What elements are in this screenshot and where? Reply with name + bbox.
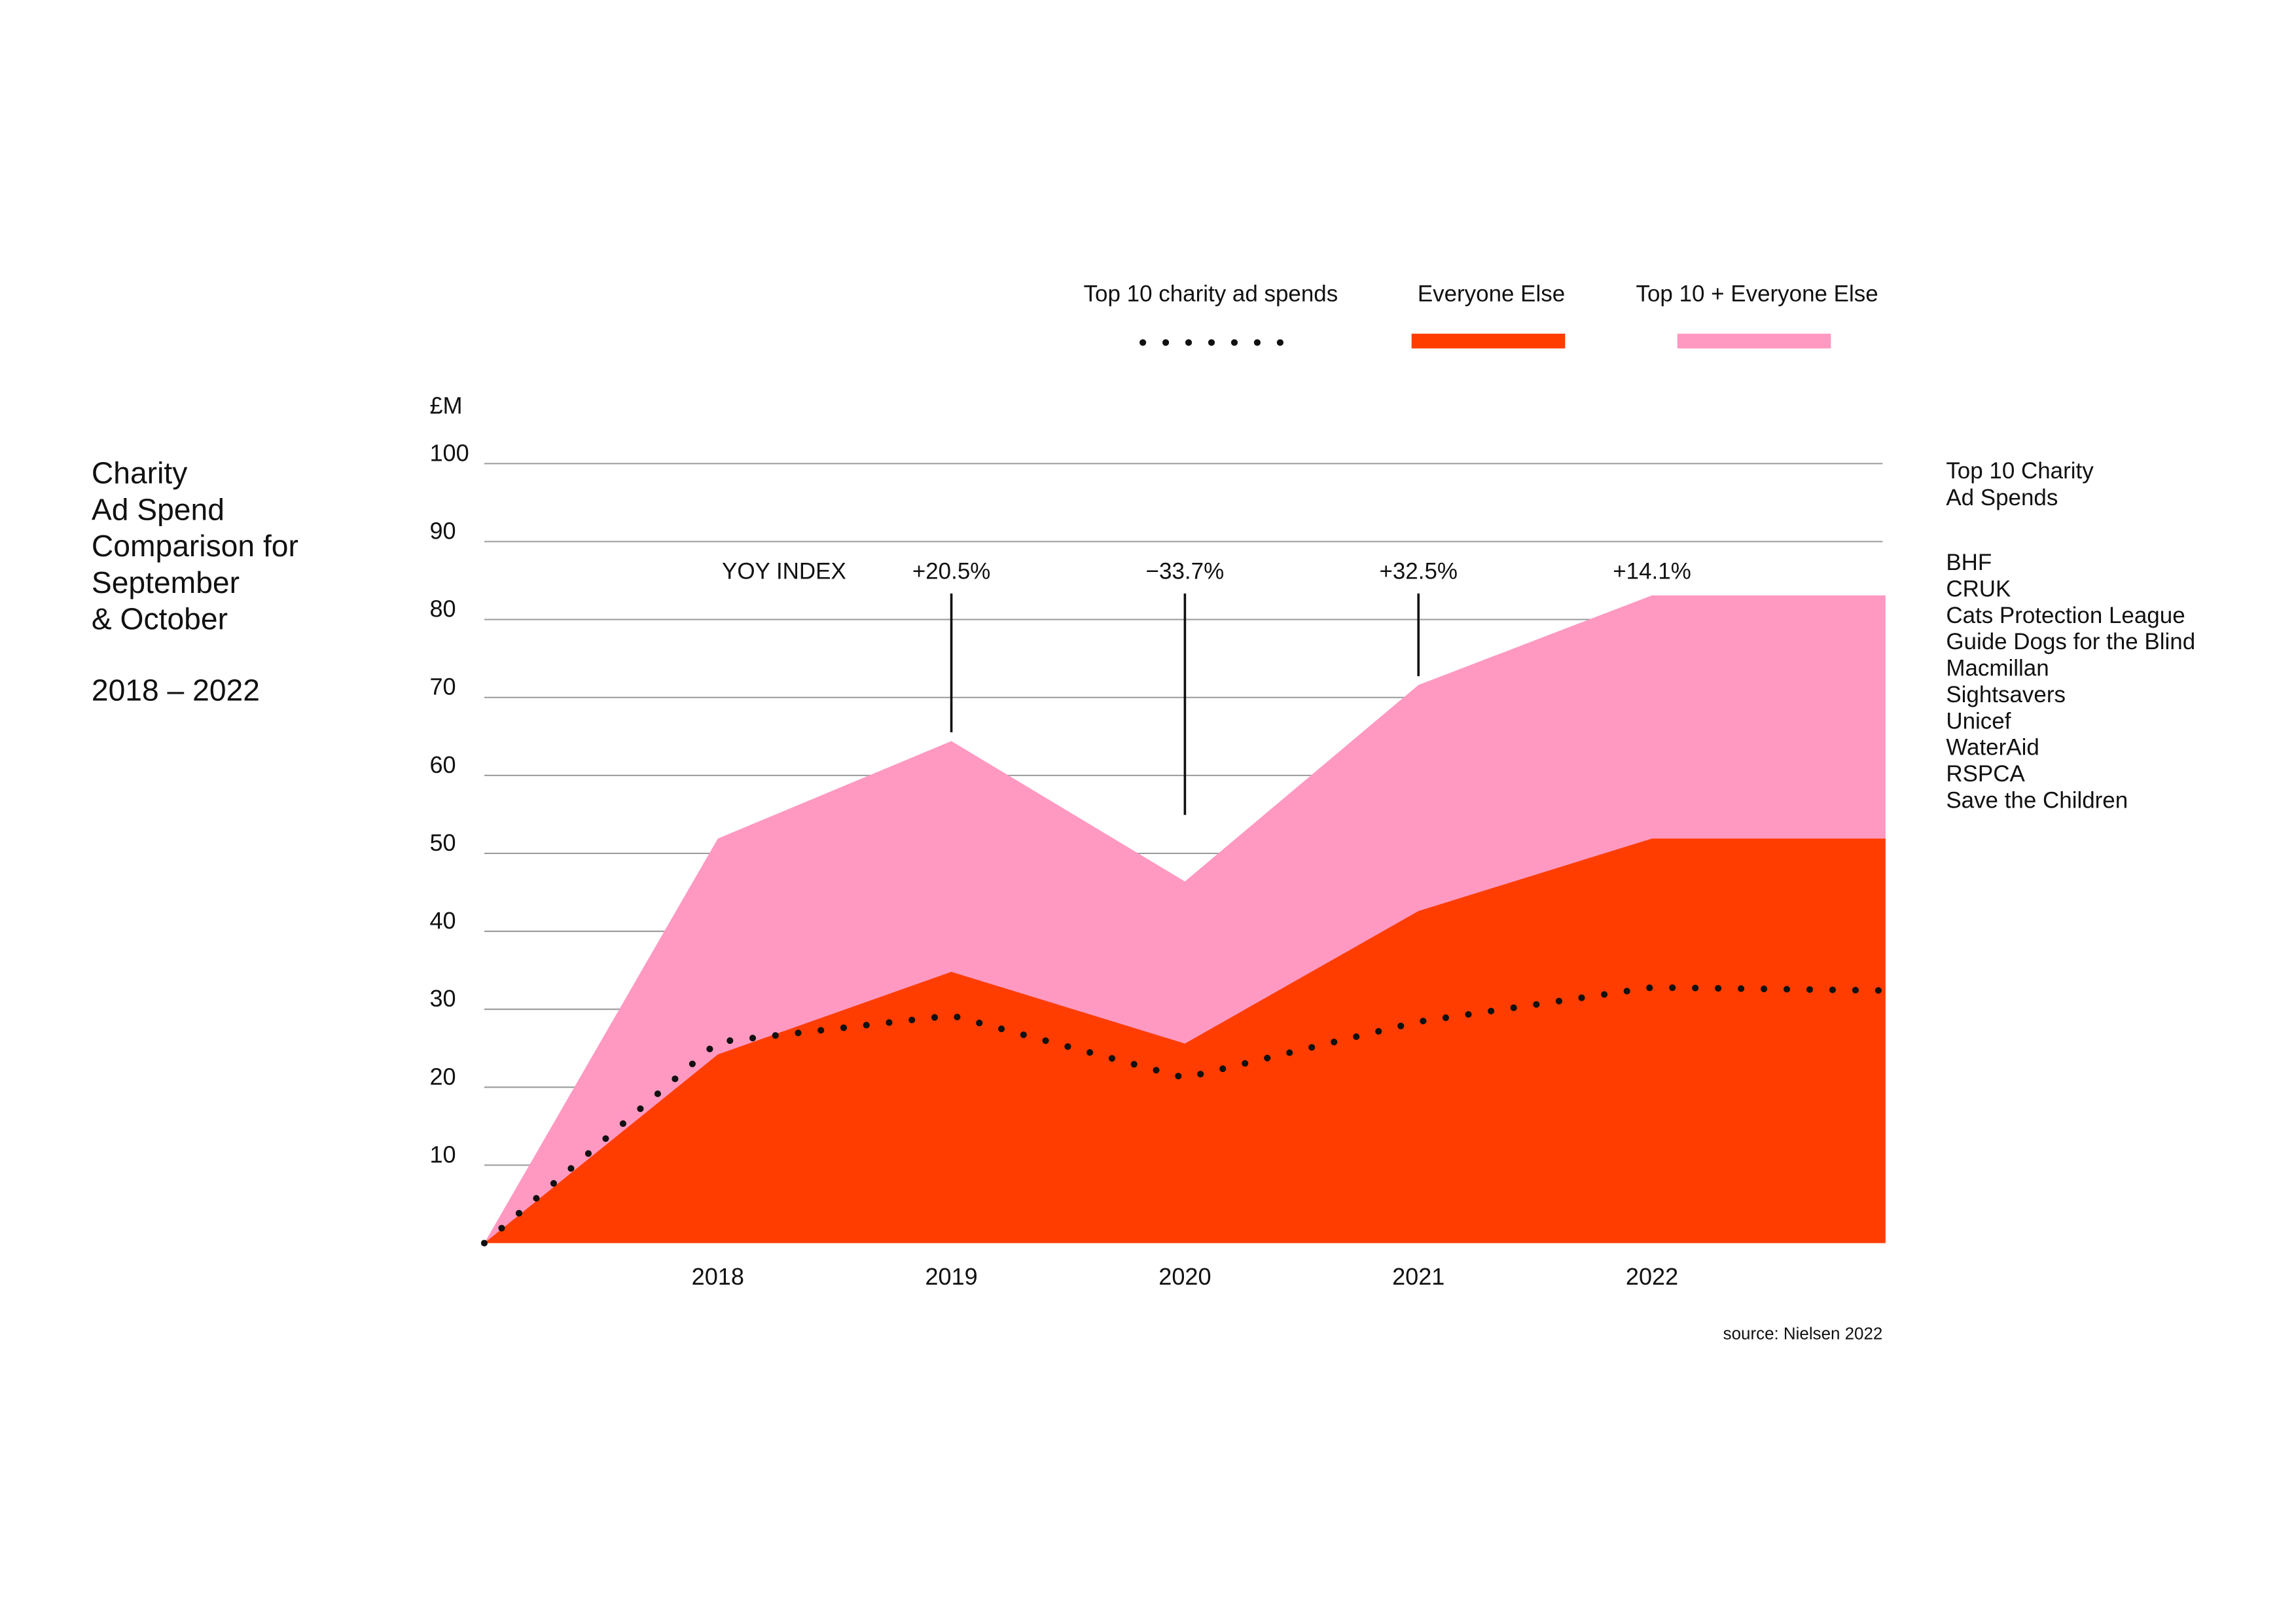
y-tick-label: 60 [429,751,456,778]
x-tick-label: 2019 [925,1263,977,1290]
side-list-item: Sightsavers [1946,682,2066,707]
source: source: Nielsen 2022 [1723,1325,1883,1343]
dotted-line [480,984,1889,1247]
y-tick-label: 10 [429,1141,456,1168]
side-title: Top 10 Charity [1946,458,2094,484]
chart-title: September [92,565,240,599]
side-list-item: BHF [1946,550,1992,575]
x-tick-label: 2022 [1626,1263,1678,1290]
side-list-item: Save the Children [1946,787,2128,813]
area [484,838,1886,1243]
side-list-item: Guide Dogs for the Blind [1946,629,2195,654]
legend-label: Top 10 charity ad spends [1084,281,1338,306]
side-list-item: RSPCA [1946,761,2025,787]
y-tick-label: 40 [429,907,456,934]
annotation: +20.5% [912,559,991,584]
annotation-title: YOY INDEX [722,559,846,584]
annotation: +14.1% [1613,559,1691,584]
side-list-item: Unicef [1946,708,2011,734]
y-axis-label: £M [429,392,462,419]
y-tick-label: 20 [429,1063,456,1090]
chart-title: Charity [92,456,188,490]
y-tick-label: 50 [429,829,456,856]
y-tick-label: 90 [429,517,456,544]
y-tick-label: 70 [429,673,456,700]
legend-swatch [1677,333,1831,349]
x-tick-label: 2018 [692,1263,744,1290]
subtitle: 2018 – 2022 [92,673,260,707]
y-tick-label: 80 [429,596,456,622]
annotation: −33.7% [1146,559,1225,584]
legend-label: Everyone Else [1418,281,1565,306]
chart-title: Comparison for [92,529,298,563]
side-list-item: CRUK [1946,576,2011,601]
x-tick-label: 2020 [1158,1263,1211,1290]
annotation: +32.5% [1379,559,1458,584]
x-tick-label: 2021 [1392,1263,1444,1290]
legend-swatch [1411,333,1566,349]
chart-title: & October [92,602,228,636]
side-list-item: Macmillan [1946,656,2049,681]
side-title: Ad Spends [1946,485,2058,510]
y-tick-label: 100 [429,439,469,466]
y-tick-label: 30 [429,985,456,1012]
chart-title: Ad Spend [92,492,224,526]
side-list-item: WaterAid [1946,735,2039,760]
legend-label: Top 10 + Everyone Else [1636,281,1878,306]
side-list-item: Cats Protection League [1946,603,2185,628]
